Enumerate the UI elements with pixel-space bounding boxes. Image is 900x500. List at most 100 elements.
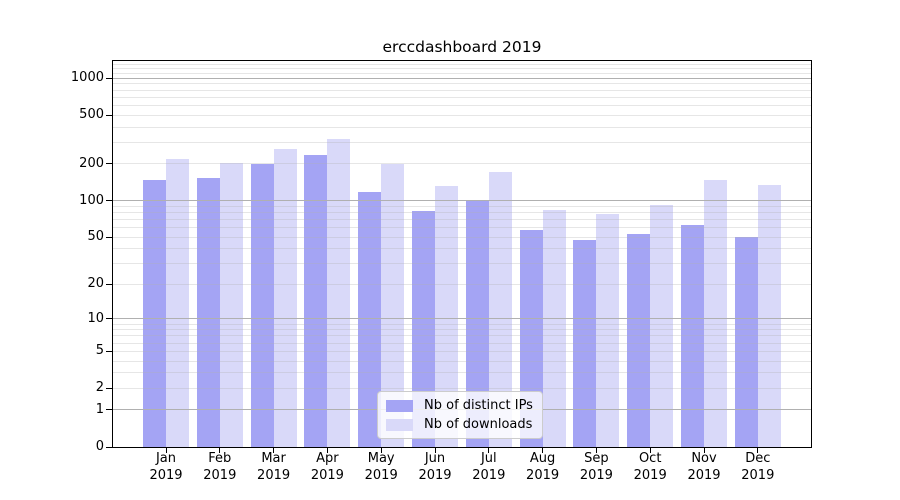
bars-layer: [113, 61, 811, 447]
y-tick-mark: [106, 77, 112, 79]
legend-swatch-distinct-ips: [386, 399, 413, 412]
y-tick-mark: [106, 318, 112, 320]
x-tick-year: 2019: [579, 467, 613, 483]
x-tick-year: 2019: [364, 467, 398, 483]
x-tick-year: 2019: [310, 467, 344, 483]
bar-oct-series1: [650, 205, 674, 447]
x-tick-year: 2019: [472, 467, 506, 483]
bar-nov-series1: [704, 179, 727, 447]
x-tick-label: Feb 2019: [188, 451, 252, 484]
x-tick-mark: [703, 448, 705, 453]
x-tick-year: 2019: [149, 467, 183, 483]
x-tick-mark: [273, 448, 275, 453]
x-tick-label: Jul 2019: [457, 451, 521, 484]
x-tick-month: Mar: [261, 451, 286, 466]
x-tick-month: Jan: [155, 451, 177, 466]
x-tick-label: Nov 2019: [672, 451, 736, 484]
y-tick-label: 2: [95, 380, 104, 396]
x-tick-mark: [165, 448, 167, 453]
x-tick-month: Apr: [316, 451, 339, 466]
legend-label-distinct-ips: Nb of distinct IPs: [424, 398, 533, 413]
bar-apr-series0: [304, 154, 328, 447]
x-tick-year: 2019: [203, 467, 237, 483]
bar-aug-series1: [542, 209, 566, 447]
x-tick-mark: [380, 448, 382, 453]
y-tick-label: 1000: [70, 70, 104, 86]
x-tick-month: Nov: [691, 451, 717, 466]
bar-jun-series0: [412, 211, 435, 447]
x-tick-month: Oct: [638, 451, 662, 466]
legend-item-distinct-ips: Nb of distinct IPs: [386, 398, 533, 413]
x-tick-label: Oct 2019: [618, 451, 682, 484]
legend-swatch-downloads: [386, 418, 413, 431]
y-tick-mark: [106, 446, 112, 448]
x-tick-label: Jun 2019: [403, 451, 467, 484]
y-tick-mark: [106, 200, 112, 202]
x-tick-year: 2019: [257, 467, 291, 483]
x-tick-year: 2019: [633, 467, 667, 483]
y-tick-mark: [106, 387, 112, 389]
bar-may-series1: [381, 163, 405, 447]
x-tick-mark: [649, 448, 651, 453]
y-tick-mark: [106, 114, 112, 116]
x-tick-year: 2019: [741, 467, 775, 483]
x-tick-mark: [595, 448, 597, 453]
y-tick-label: 50: [87, 229, 104, 245]
bar-mar-series0: [250, 163, 274, 447]
chart-title: erccdashboard 2019: [382, 38, 542, 56]
x-tick-label: Dec 2019: [726, 451, 790, 484]
x-tick-mark: [326, 448, 328, 453]
bar-jul-series1: [488, 171, 512, 447]
y-tick-mark: [106, 283, 112, 285]
legend-label-downloads: Nb of downloads: [424, 417, 533, 432]
bar-jan-series1: [166, 159, 189, 447]
y-tick-mark: [106, 163, 112, 165]
bar-oct-series0: [627, 234, 651, 447]
bar-jun-series1: [435, 185, 458, 447]
x-tick-label: Apr 2019: [295, 451, 359, 484]
x-tick-month: May: [367, 451, 395, 466]
y-tick-label: 10: [87, 310, 104, 326]
bar-sep-series1: [596, 214, 620, 447]
plot-area: Nb of distinct IPs Nb of downloads: [112, 60, 812, 448]
x-tick-mark: [434, 448, 436, 453]
x-tick-year: 2019: [526, 467, 560, 483]
x-tick-month: Aug: [529, 451, 556, 466]
bar-nov-series0: [681, 224, 704, 447]
bar-apr-series1: [327, 139, 351, 447]
bar-dec-series1: [757, 184, 781, 447]
x-tick-label: May 2019: [349, 451, 413, 484]
x-tick-label: Aug 2019: [511, 451, 575, 484]
x-tick-mark: [757, 448, 759, 453]
y-tick-label: 5: [95, 343, 104, 359]
bar-feb-series0: [196, 178, 220, 447]
y-tick-mark: [106, 409, 112, 411]
x-tick-label: Sep 2019: [564, 451, 628, 484]
y-tick-label: 1: [95, 401, 104, 417]
x-tick-month: Jun: [424, 451, 446, 466]
x-tick-mark: [542, 448, 544, 453]
x-tick-label: Mar 2019: [242, 451, 306, 484]
legend-item-downloads: Nb of downloads: [386, 417, 533, 432]
y-tick-label: 100: [79, 192, 104, 208]
legend: Nb of distinct IPs Nb of downloads: [377, 391, 543, 439]
x-tick-year: 2019: [418, 467, 452, 483]
y-tick-mark: [106, 350, 112, 352]
x-tick-year: 2019: [687, 467, 721, 483]
y-tick-label: 200: [79, 155, 104, 171]
x-tick-mark: [219, 448, 221, 453]
y-tick-label: 20: [87, 276, 104, 292]
y-tick-label: 0: [95, 439, 104, 454]
x-tick-mark: [488, 448, 490, 453]
bar-sep-series0: [573, 240, 597, 447]
x-tick-month: Feb: [208, 451, 232, 466]
x-tick-month: Sep: [584, 451, 609, 466]
y-tick-label: 500: [79, 107, 104, 123]
bar-jan-series0: [143, 180, 166, 447]
bar-mar-series1: [273, 148, 297, 447]
x-tick-label: Jan 2019: [134, 451, 198, 484]
bar-feb-series1: [219, 162, 243, 447]
x-tick-month: Dec: [745, 451, 771, 466]
bar-jul-series0: [465, 200, 489, 447]
